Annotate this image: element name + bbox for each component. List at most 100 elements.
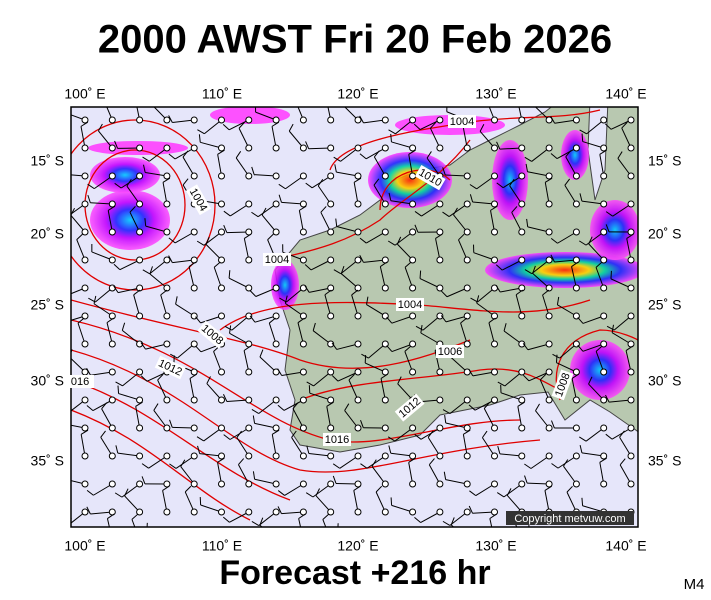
barb-feather <box>408 149 416 155</box>
barb-station <box>136 144 144 152</box>
barb-staff <box>396 243 413 261</box>
barb-feather <box>196 436 204 442</box>
barb-feather <box>577 344 584 352</box>
barb-feather <box>373 178 380 186</box>
barb-feather <box>360 463 368 469</box>
barb-feather <box>278 183 286 190</box>
model-label: M4 <box>684 576 705 593</box>
barb-feather <box>252 415 256 424</box>
barb-station <box>327 172 335 180</box>
barb-feather <box>371 459 377 467</box>
barb-feather <box>267 233 274 241</box>
barb-staff <box>391 141 413 149</box>
barb-station <box>136 312 144 320</box>
barb-station <box>518 340 526 348</box>
barb-station <box>136 396 144 404</box>
barb-feather <box>599 149 607 155</box>
isobar-label-text: 1006 <box>438 346 462 358</box>
barb-staff <box>559 343 577 359</box>
barb-feather <box>515 289 523 296</box>
barb-feather <box>564 178 571 186</box>
barb-feather <box>551 420 555 429</box>
barb-station <box>163 312 171 320</box>
barb-staff <box>585 427 604 442</box>
barb-staff <box>566 491 577 513</box>
barb-feather <box>441 290 448 298</box>
barb-feather <box>353 485 361 491</box>
barb-station <box>190 452 198 460</box>
barb-feather <box>550 115 556 124</box>
barb-station <box>190 396 198 404</box>
barb-station <box>600 284 608 292</box>
barb-feather <box>380 261 388 267</box>
barb-station <box>354 228 362 236</box>
barb-feather <box>63 471 64 479</box>
barb-staff <box>556 147 577 160</box>
barb-staff <box>379 266 386 289</box>
isobar-label-text: 1016 <box>325 434 349 446</box>
barb-feather <box>331 375 339 382</box>
barb-feather <box>168 237 176 244</box>
barb-staff <box>611 332 632 345</box>
barb-staff <box>135 406 141 429</box>
barb-station <box>136 200 144 208</box>
barb-staff <box>153 107 168 121</box>
barb-staff <box>258 511 277 526</box>
barb-feather <box>86 367 91 376</box>
barb-feather <box>460 317 468 324</box>
barb-staff <box>153 410 168 429</box>
barb-feather <box>524 463 532 469</box>
barb-feather <box>334 164 337 173</box>
barb-staff <box>445 315 468 323</box>
barb-feather <box>387 240 396 246</box>
barb-station <box>518 116 526 124</box>
barb-feather <box>476 295 480 304</box>
barb-station <box>491 172 498 180</box>
barb-staff <box>71 203 86 215</box>
forecast-label: Forecast +216 hr <box>219 554 490 592</box>
barb-station <box>245 256 253 264</box>
barb-feather <box>408 457 416 463</box>
barb-station <box>600 144 608 152</box>
barb-station <box>327 424 335 432</box>
barb-station <box>327 116 335 124</box>
barb-feather <box>497 446 501 454</box>
barb-station <box>108 340 116 348</box>
barb-station <box>463 508 471 516</box>
barb-staff <box>71 399 86 412</box>
barb-staff <box>488 322 495 345</box>
lon-label-bottom: 100˚ E <box>64 538 105 554</box>
barb-feather <box>542 289 550 296</box>
barb-station <box>354 340 362 348</box>
barb-feather <box>142 156 150 162</box>
barb-station <box>245 368 253 376</box>
barb-feather <box>304 285 310 293</box>
barb-staff <box>310 259 331 271</box>
barb-feather <box>524 269 533 275</box>
barb-staff <box>327 107 332 121</box>
barb-feather <box>284 295 288 304</box>
barb-staff <box>371 466 386 485</box>
barb-station <box>108 116 116 124</box>
barb-station <box>627 116 635 124</box>
barb-station <box>409 368 417 376</box>
isobar-label-box <box>66 375 94 388</box>
barb-feather <box>359 153 367 160</box>
barb-staff <box>106 322 113 345</box>
barb-feather <box>396 236 402 245</box>
map-frame <box>70 106 639 528</box>
barb-staff <box>528 371 550 382</box>
barb-feather <box>117 385 120 394</box>
barb-station <box>354 312 362 320</box>
barb-feather <box>162 485 170 491</box>
barb-feather <box>450 517 455 526</box>
barb-feather <box>333 269 342 275</box>
barb-feather <box>114 492 123 498</box>
barb-feather <box>522 343 529 351</box>
barb-staff <box>420 511 441 523</box>
barb-feather <box>224 325 233 331</box>
barb-station <box>108 480 116 488</box>
barb-feather <box>581 133 584 142</box>
barb-staff <box>284 483 304 496</box>
barb-station <box>136 256 144 264</box>
